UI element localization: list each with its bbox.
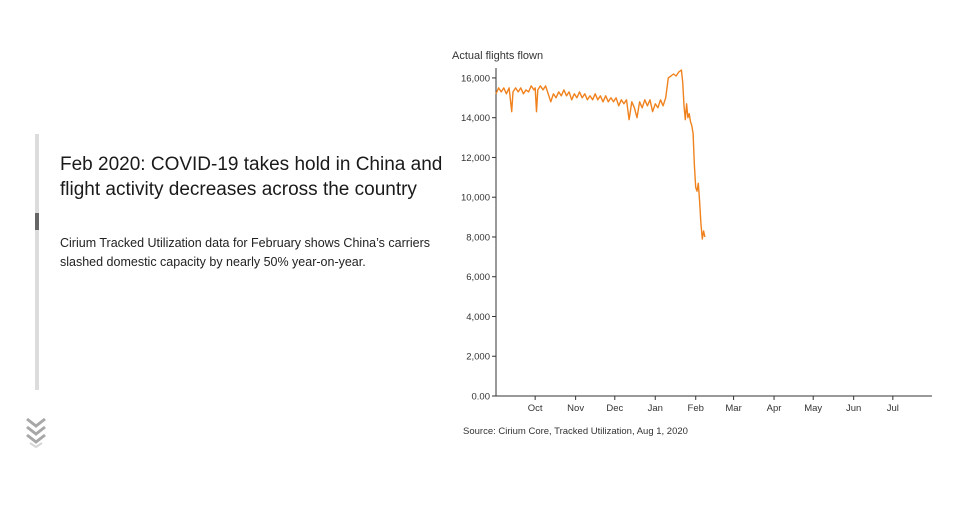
chart-source: Source: Cirium Core, Tracked Utilization… xyxy=(463,426,688,437)
y-tick-label: 10,000 xyxy=(461,193,490,204)
flights-chart: Actual flights flown 0.00 2,000 4,000 6,000… xyxy=(440,40,940,450)
y-tick-label: 0.00 xyxy=(472,392,491,403)
y-tick-label: 16,000 xyxy=(461,73,490,84)
story-headline: Feb 2020: COVID-19 takes hold in China a… xyxy=(60,154,443,200)
x-tick-label: Jun xyxy=(846,403,861,414)
double-chevron-down-icon xyxy=(26,417,46,449)
story-progress-thumb[interactable] xyxy=(35,212,39,230)
story-progress-track[interactable] xyxy=(35,134,39,390)
x-tick-label: Oct xyxy=(528,403,543,414)
x-tick-label: Dec xyxy=(606,403,623,414)
y-axis-label: Actual flights flown xyxy=(452,50,543,62)
x-axis: Oct Nov Dec Jan Feb Mar Apr May Jun Jul xyxy=(528,396,899,414)
y-tick-label: 4,000 xyxy=(466,312,490,323)
x-tick-label: Feb xyxy=(688,403,704,414)
y-tick-label: 6,000 xyxy=(466,272,490,283)
x-tick-label: Nov xyxy=(567,403,584,414)
x-tick-label: Jan xyxy=(648,403,663,414)
y-axis: 0.00 2,000 4,000 6,000 8,000 10,000 12,000 14,0… xyxy=(461,73,496,403)
y-tick-label: 14,000 xyxy=(461,113,490,124)
x-tick-label: Jul xyxy=(887,403,899,414)
story-body: Cirium Tracked Utilization data for Febr… xyxy=(60,236,431,269)
series-line-flights xyxy=(495,69,706,240)
y-tick-label: 12,000 xyxy=(461,153,490,164)
y-tick-label: 8,000 xyxy=(466,232,490,243)
x-tick-label: May xyxy=(804,403,822,414)
flights-chart-svg: Actual flights flown 0.00 2,000 4,000 6,000… xyxy=(452,50,932,437)
x-tick-label: Apr xyxy=(767,403,782,414)
x-tick-label: Mar xyxy=(725,403,741,414)
y-tick-label: 2,000 xyxy=(466,352,490,363)
scroll-down-button[interactable] xyxy=(24,416,48,450)
